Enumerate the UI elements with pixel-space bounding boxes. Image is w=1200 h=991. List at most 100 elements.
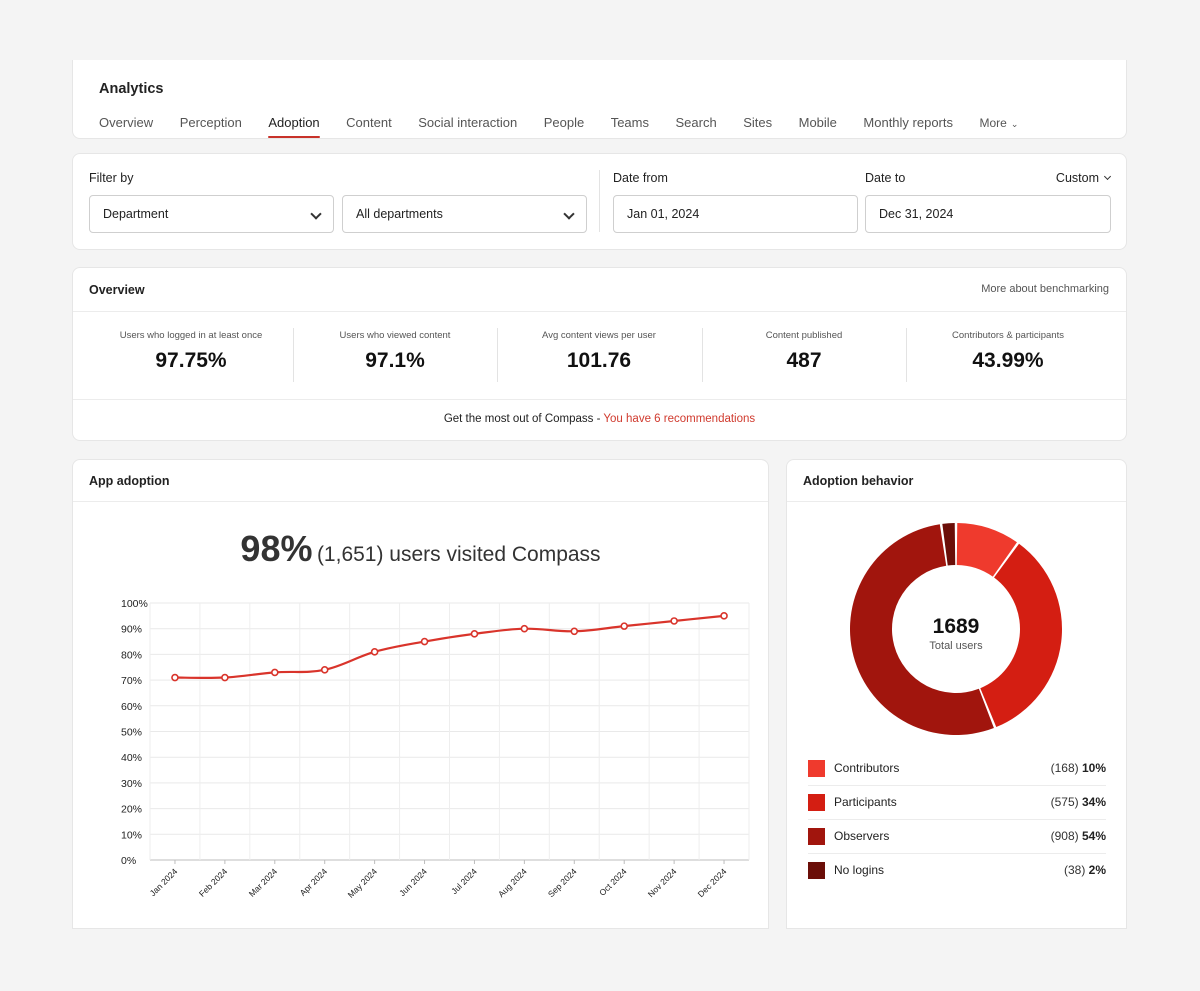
chevron-down-icon [563, 208, 575, 220]
y-tick-label: 10% [121, 829, 142, 841]
x-tick-label: Aug 2024 [496, 866, 529, 899]
x-tick-label: Sep 2024 [546, 866, 579, 899]
data-point[interactable] [520, 624, 529, 633]
tab-more[interactable]: More ⌄ [980, 115, 1019, 138]
donut-slice-contributors[interactable] [956, 523, 1017, 577]
page-title: Analytics [99, 81, 164, 97]
tab-adoption[interactable]: Adoption [268, 115, 321, 138]
divider [787, 501, 1126, 502]
legend-count-value: (908) [1050, 829, 1079, 843]
analytics-header: Analytics Overview Perception Adoption C… [72, 60, 1127, 139]
y-tick-label: 20% [121, 804, 142, 816]
divider [73, 399, 1126, 400]
y-tick-label: 50% [121, 727, 142, 739]
date-to-label: Date to [865, 171, 906, 185]
donut-total: 1689 [933, 615, 980, 638]
tab-people[interactable]: People [543, 115, 585, 130]
legend-count: (38) 2% [1064, 863, 1106, 877]
tab-sites[interactable]: Sites [743, 115, 773, 130]
date-from-value: Jan 01, 2024 [627, 207, 700, 221]
range-mode-dropdown[interactable]: Custom [1056, 171, 1112, 185]
data-point[interactable] [370, 648, 379, 656]
legend-count-value: (575) [1050, 795, 1079, 809]
recommendations-text: Get the most out of Compass - [443, 413, 604, 425]
kpi-avg-views: Avg content views per user 101.76 [497, 330, 701, 373]
divider [73, 311, 1126, 312]
data-point[interactable] [171, 673, 179, 682]
department-value: All departments [356, 207, 443, 221]
data-point[interactable] [320, 666, 329, 674]
x-tick-label: Nov 2024 [646, 866, 679, 899]
legend-percent: 10% [1081, 761, 1106, 775]
tab-search[interactable]: Search [675, 115, 717, 130]
tab-teams[interactable]: Teams [610, 115, 649, 130]
x-tick-label: Jul 2024 [449, 866, 479, 896]
filter-field-value: Department [103, 207, 169, 221]
tab-mobile[interactable]: Mobile [798, 115, 837, 130]
kpi-value: 97.1% [365, 349, 425, 372]
x-tick-label: Mar 2024 [247, 866, 280, 899]
chevron-down-icon [310, 208, 322, 220]
x-tick-label: Jun 2024 [397, 866, 429, 898]
tab-content[interactable]: Content [346, 115, 392, 130]
kpi-label: Users who logged in at least once [119, 330, 263, 341]
tab-overview[interactable]: Overview [99, 115, 154, 130]
x-tick-label: May 2024 [346, 866, 380, 900]
data-point[interactable] [470, 630, 479, 638]
headline-percent: 98% [240, 528, 313, 569]
data-point[interactable] [620, 622, 629, 630]
chevron-down-icon: ⌄ [1010, 119, 1019, 129]
department-select[interactable]: All departments [342, 195, 587, 233]
kpi-viewed-content: Users who viewed content 97.1% [293, 330, 497, 373]
y-tick-label: 80% [121, 649, 142, 661]
data-point[interactable] [270, 668, 279, 677]
benchmarking-link[interactable]: More about benchmarking [981, 283, 1109, 295]
date-to-input[interactable]: Dec 31, 2024 [865, 195, 1111, 233]
overview-panel: Overview More about benchmarking Users w… [72, 267, 1127, 441]
y-tick-label: 70% [121, 675, 142, 687]
date-from-input[interactable]: Jan 01, 2024 [613, 195, 858, 233]
recommendations-banner: Get the most out of Compass - You have 6… [73, 413, 1126, 425]
y-tick-label: 90% [121, 624, 142, 636]
data-point[interactable] [221, 673, 229, 682]
divider [73, 501, 768, 502]
legend-name: Observers [834, 829, 890, 843]
x-tick-label: Dec 2024 [696, 866, 729, 899]
y-tick-label: 0% [121, 855, 136, 867]
filter-field-select[interactable]: Department [89, 195, 334, 233]
divider [293, 328, 294, 382]
kpi-label: Avg content views per user [542, 330, 656, 341]
data-point[interactable] [420, 637, 429, 646]
legend-swatch [808, 862, 825, 879]
recommendations-link[interactable]: You have 6 recommendations [603, 413, 756, 425]
donut-slice-observers[interactable] [849, 524, 994, 735]
tab-bar: Overview Perception Adoption Content Soc… [99, 115, 1045, 138]
data-point[interactable] [570, 627, 579, 636]
legend-count-value: (168) [1050, 761, 1079, 775]
donut-slice-participants[interactable] [980, 543, 1062, 728]
y-tick-label: 40% [121, 752, 142, 764]
legend-swatch [808, 828, 825, 845]
tab-monthly-reports[interactable]: Monthly reports [863, 115, 953, 130]
legend-percent: 54% [1081, 829, 1106, 843]
data-point[interactable] [720, 612, 728, 620]
donut-slice-no-logins[interactable] [942, 523, 956, 566]
filter-by-label: Filter by [89, 171, 134, 185]
app-adoption-panel: App adoption 98% (1,651) users visited C… [72, 459, 769, 929]
kpi-content-published: Content published 487 [702, 330, 906, 373]
x-tick-label: Jan 2024 [148, 866, 180, 898]
legend-item-no-logins: No logins (38) 2% [808, 854, 1106, 888]
tab-perception[interactable]: Perception [179, 115, 242, 130]
filter-panel: Filter by Department All departments Dat… [72, 153, 1127, 250]
data-point[interactable] [670, 617, 678, 625]
adoption-line-chart: 0% 10% 20% 30% 40% 50% 60% 70% 80% 90% 100% Jan 202… [121, 598, 750, 900]
legend-percent: 34% [1081, 795, 1106, 809]
kpi-value: 101.76 [566, 349, 632, 372]
legend-name: Contributors [834, 761, 900, 775]
legend-item-contributors: Contributors (168) 10% [808, 752, 1106, 786]
legend-count: (575) 34% [1051, 795, 1106, 809]
donut-total-label: Total users [929, 640, 983, 652]
kpi-logged-in: Users who logged in at least once 97.75% [89, 330, 293, 373]
more-label: More [979, 116, 1007, 130]
tab-social-interaction[interactable]: Social interaction [418, 115, 518, 130]
